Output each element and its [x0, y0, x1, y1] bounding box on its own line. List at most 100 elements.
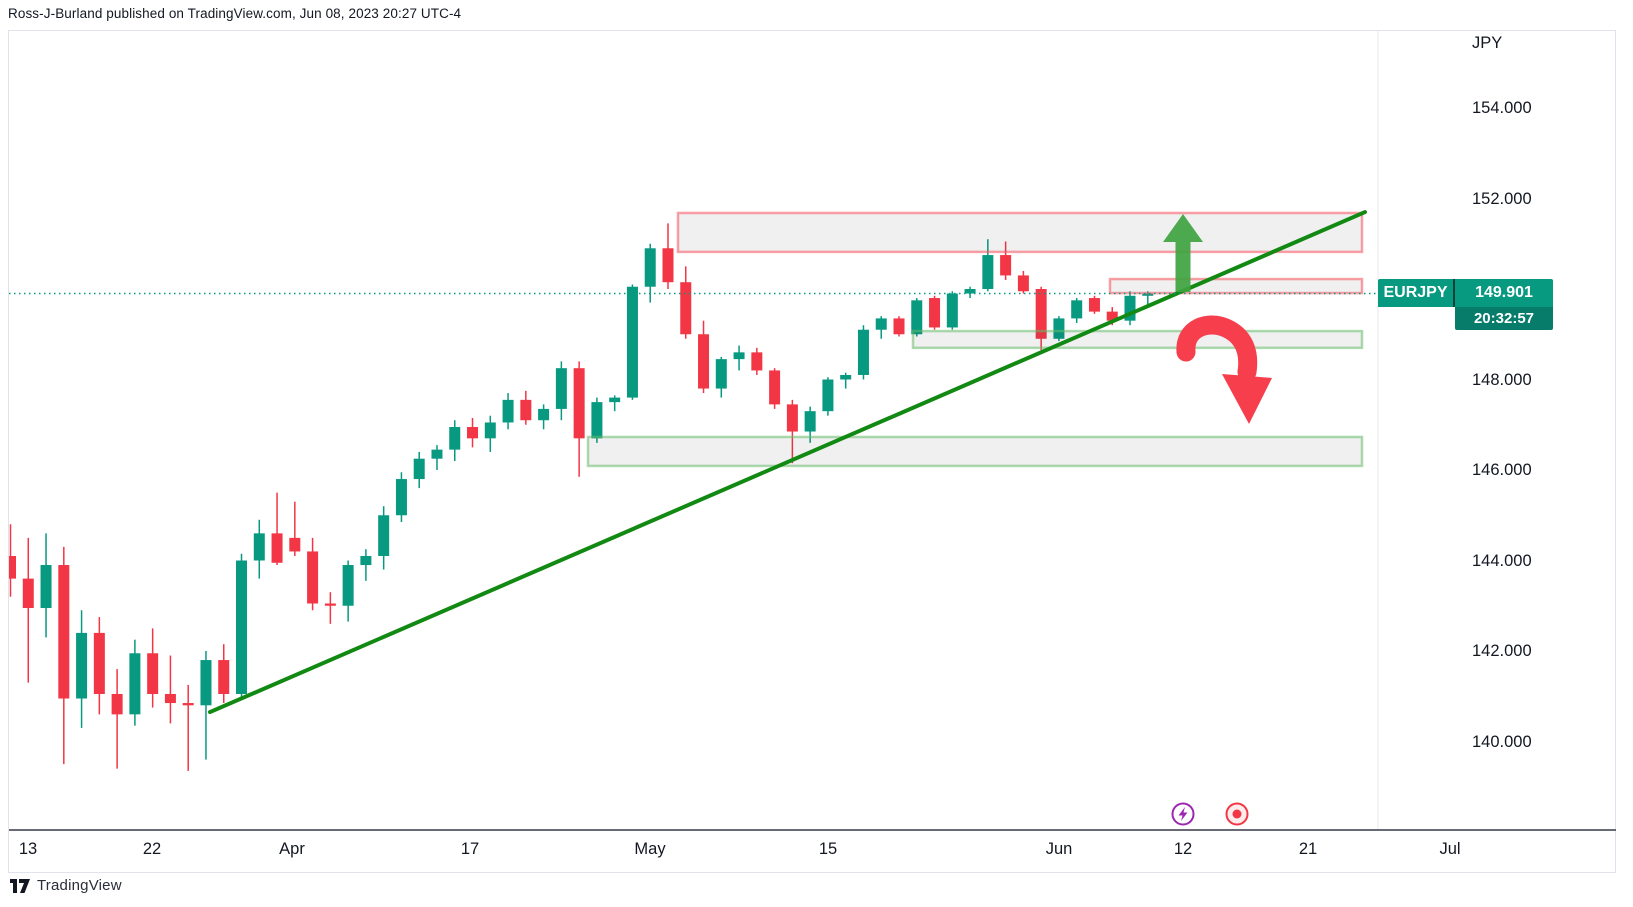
tradingview-footer[interactable]: TradingView — [10, 877, 122, 894]
candle-body[interactable] — [822, 379, 834, 412]
candle-body[interactable] — [804, 411, 816, 432]
candle-body[interactable] — [840, 374, 852, 380]
candle-body[interactable] — [680, 282, 692, 335]
candle-body[interactable] — [733, 352, 745, 360]
candle-body[interactable] — [378, 515, 390, 556]
candle-body[interactable] — [218, 660, 230, 694]
candle-body[interactable] — [484, 422, 496, 439]
price-tick-label: 144.000 — [1472, 551, 1532, 570]
candle-body[interactable] — [751, 352, 763, 371]
curved-down-arrow[interactable] — [1176, 315, 1258, 382]
time-tick-label: 15 — [818, 840, 838, 858]
candle-body[interactable] — [1017, 275, 1029, 292]
candle-body[interactable] — [413, 458, 425, 480]
candle-body[interactable] — [129, 653, 141, 715]
candle-body[interactable] — [40, 565, 52, 609]
time-tick-label: Jul — [1439, 840, 1461, 858]
price-tick-label: 140.000 — [1472, 732, 1532, 751]
candle-body[interactable] — [1124, 295, 1136, 321]
time-tick-label: Apr — [279, 840, 305, 858]
candle-body[interactable] — [609, 397, 621, 403]
candle-body[interactable] — [929, 298, 941, 328]
last-price-label: 149.901 — [1475, 284, 1533, 301]
candle-body[interactable] — [715, 359, 727, 389]
candle-body[interactable] — [58, 565, 70, 699]
candle-body[interactable] — [555, 368, 567, 409]
up-arrow[interactable] — [1163, 214, 1203, 292]
candle-body[interactable] — [1106, 311, 1118, 321]
candle-body[interactable] — [626, 286, 638, 398]
demand-zone-major[interactable] — [586, 435, 1364, 468]
candle-body[interactable] — [182, 703, 194, 706]
candle-body[interactable] — [431, 449, 443, 459]
ascending-trendline[interactable] — [208, 210, 1367, 715]
chart-widget-frame — [8, 30, 1616, 873]
candle-body[interactable] — [786, 404, 798, 432]
price-tick-label: 154.000 — [1472, 99, 1532, 117]
candle-body[interactable] — [964, 289, 976, 294]
price-tick-label: 152.000 — [1472, 189, 1532, 208]
candle-body[interactable] — [360, 555, 372, 566]
price-tick-label: 146.000 — [1472, 461, 1532, 479]
time-tick-label: May — [634, 840, 666, 858]
candle-body[interactable] — [76, 632, 88, 699]
candle-body[interactable] — [1000, 255, 1012, 276]
candle-body[interactable] — [271, 533, 283, 563]
supply-zone-minor[interactable] — [1108, 277, 1364, 295]
candle-body[interactable] — [253, 533, 265, 561]
candle-body[interactable] — [698, 334, 710, 389]
candle-body[interactable] — [769, 370, 781, 405]
candle-body[interactable] — [449, 427, 461, 450]
candle-body[interactable] — [307, 551, 319, 604]
candle-body[interactable] — [342, 565, 354, 606]
price-label-badge: EURJPY 149.901 20:32:57 — [1378, 279, 1553, 330]
tradingview-brand-text: TradingView — [37, 877, 122, 894]
candle-body[interactable] — [93, 632, 105, 694]
tradingview-logo-icon — [10, 878, 30, 893]
lightning-bolt-glyph — [1178, 807, 1188, 821]
record-dot-center — [1232, 809, 1242, 819]
candle-body[interactable] — [946, 293, 958, 328]
candle-body[interactable] — [22, 578, 34, 609]
candle-body[interactable] — [538, 408, 550, 421]
candle-body[interactable] — [1053, 318, 1065, 339]
candle-body[interactable] — [857, 329, 869, 375]
attribution-text: Ross-J-Burland published on TradingView.… — [8, 6, 462, 21]
candle-body[interactable] — [911, 300, 923, 335]
candle-body[interactable] — [1035, 289, 1047, 339]
candle-body[interactable] — [200, 660, 212, 706]
quote-currency-label: JPY — [1472, 34, 1503, 52]
candle-body[interactable] — [893, 318, 905, 335]
time-tick-label: 21 — [1298, 840, 1318, 858]
candle-body[interactable] — [875, 318, 887, 330]
supply-zone-major[interactable] — [676, 211, 1364, 254]
candle-body[interactable] — [467, 427, 479, 439]
candle-body[interactable] — [591, 402, 603, 439]
candle-body[interactable] — [573, 368, 585, 439]
candle-body[interactable] — [1088, 298, 1100, 312]
curved-down-arrow-head[interactable] — [1222, 374, 1272, 424]
candle-body[interactable] — [236, 560, 248, 694]
candle-body[interactable] — [164, 693, 176, 704]
demand-zone-minor[interactable] — [911, 329, 1364, 350]
time-tick-label: 13 — [18, 840, 38, 858]
bar-countdown-label: 20:32:57 — [1455, 307, 1553, 330]
candle-body[interactable] — [1071, 300, 1083, 319]
candle-body[interactable] — [520, 399, 532, 421]
candle-body[interactable] — [644, 248, 656, 287]
time-tick-label: 22 — [142, 840, 162, 858]
candle-body[interactable] — [1142, 293, 1154, 296]
candle-body[interactable] — [982, 255, 994, 289]
candle-body[interactable] — [395, 479, 407, 516]
candle-body[interactable] — [502, 399, 514, 423]
time-tick-label: 17 — [460, 840, 480, 858]
candle-body[interactable] — [147, 653, 159, 694]
candle-body[interactable] — [111, 693, 123, 715]
candle-body[interactable] — [5, 555, 16, 579]
candle-body[interactable] — [662, 248, 674, 283]
badge-divider — [1453, 279, 1455, 307]
symbol-label: EURJPY — [1383, 284, 1448, 301]
candle-body[interactable] — [289, 537, 301, 552]
candle-body[interactable] — [324, 603, 336, 606]
